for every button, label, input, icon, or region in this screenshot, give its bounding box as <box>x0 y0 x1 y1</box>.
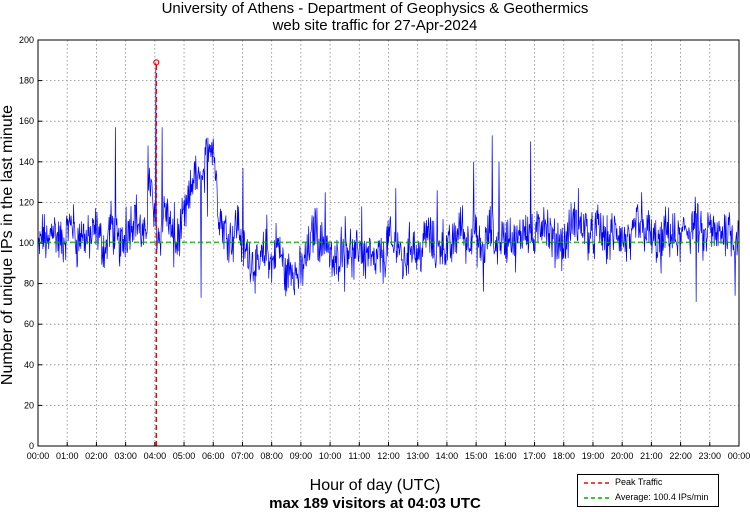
y-tick-label: 20 <box>24 400 34 410</box>
y-tick-label: 120 <box>19 197 34 207</box>
y-tick-label: 100 <box>19 238 34 248</box>
x-tick-label: 10:00 <box>319 451 342 461</box>
legend-entry-average: Average: 100.4 IPs/min <box>578 491 718 505</box>
x-tick-label: 13:00 <box>406 451 429 461</box>
x-tick-label: 07:00 <box>231 451 254 461</box>
x-tick-label: 04:00 <box>144 451 167 461</box>
x-tick-label: 06:00 <box>202 451 225 461</box>
x-tick-label: 15:00 <box>465 451 488 461</box>
y-tick-label: 160 <box>19 116 34 126</box>
x-tick-label: 14:00 <box>436 451 459 461</box>
x-tick-label: 08:00 <box>260 451 283 461</box>
x-tick-label: 16:00 <box>494 451 517 461</box>
peak-marker <box>153 59 160 66</box>
x-tick-label: 01:00 <box>56 451 79 461</box>
y-axis-label: Number of unique IPs in the last minute <box>0 104 16 386</box>
y-tick-label: 200 <box>19 35 34 45</box>
legend-label-average: Average: 100.4 IPs/min <box>615 492 709 502</box>
x-tick-label: 17:00 <box>523 451 546 461</box>
x-axis-ticks: 00:00 01:00 02:00 03:00 04:00 05:00 06:00 07:00… <box>27 442 750 461</box>
plot-frame <box>37 39 740 447</box>
y-tick-label: 140 <box>19 157 34 167</box>
legend-swatch-peak <box>584 482 612 484</box>
legend: Peak Traffic Average: 100.4 IPs/min <box>577 474 719 507</box>
x-tick-label: 23:00 <box>699 451 722 461</box>
x-tick-label: 02:00 <box>85 451 108 461</box>
y-tick-label: 0 <box>29 441 34 451</box>
x-tick-label: 09:00 <box>290 451 313 461</box>
x-axis-label: Hour of day (UTC) <box>309 477 441 494</box>
traffic-series-line <box>37 62 740 302</box>
chart-subtitle: web site traffic for 27-Apr-2024 <box>272 17 478 34</box>
x-tick-label: 05:00 <box>173 451 196 461</box>
x-tick-label: 11:00 <box>348 451 370 461</box>
x-tick-label: 00:00 <box>27 451 50 461</box>
legend-swatch-average <box>584 497 612 499</box>
y-axis-ticks: 0 20 40 60 80 100 120 140 160 180 200 <box>19 35 42 451</box>
chart-title: University of Athens - Department of Geo… <box>161 0 589 17</box>
legend-label-peak: Peak Traffic <box>615 477 663 487</box>
data-layer <box>37 59 740 446</box>
x-tick-label: 18:00 <box>552 451 575 461</box>
x-tick-label: 03:00 <box>114 451 137 461</box>
y-tick-label: 60 <box>24 319 34 329</box>
grid <box>38 40 739 446</box>
x-tick-label: 12:00 <box>377 451 400 461</box>
legend-entry-peak: Peak Traffic <box>578 476 718 490</box>
y-tick-label: 40 <box>24 360 34 370</box>
x-tick-label: 21:00 <box>640 451 663 461</box>
x-tick-label: 22:00 <box>669 451 692 461</box>
y-tick-label: 80 <box>24 279 34 289</box>
x-tick-label: 20:00 <box>611 451 634 461</box>
x-tick-label: 19:00 <box>582 451 605 461</box>
x-tick-label: 00:00 <box>728 451 750 461</box>
y-tick-label: 180 <box>19 76 34 86</box>
peak-caption: max 189 visitors at 04:03 UTC <box>269 495 481 512</box>
